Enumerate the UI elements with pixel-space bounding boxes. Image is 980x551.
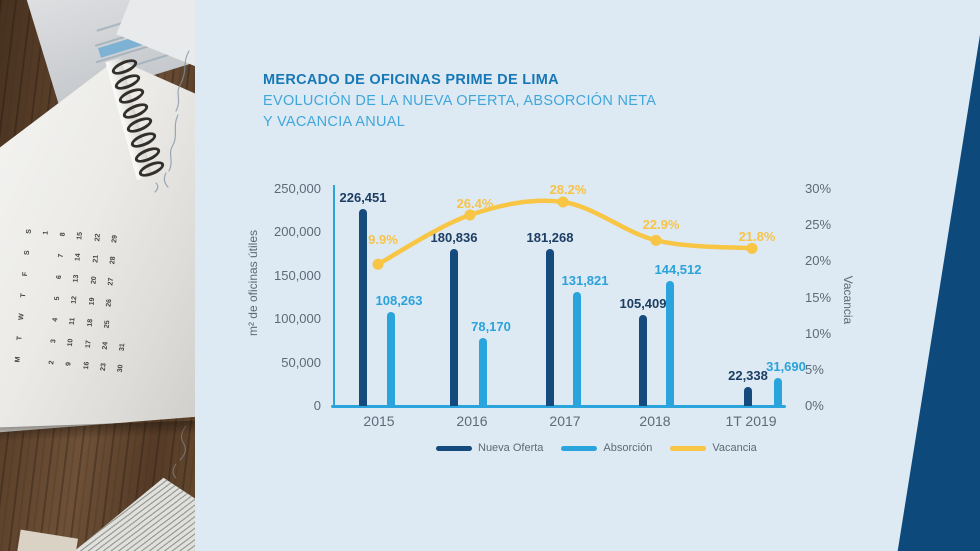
x-axis-label: 2018 [639, 413, 671, 429]
legend-label: Nueva Oferta [478, 442, 544, 454]
legend-marker [670, 445, 707, 451]
right-axis-tick: 0% [805, 398, 824, 413]
vacancia-label: 22.9% [642, 217, 680, 233]
y-axis-line [333, 185, 335, 408]
x-axis-line [331, 405, 786, 408]
page-title: MERCADO DE OFICINAS PRIME DE LIMA [263, 72, 559, 88]
vacancia-point [650, 234, 662, 246]
bar-absorcion [774, 378, 782, 406]
y-axis-tick: 250,000 [274, 181, 321, 196]
bar-nueva-oferta [639, 314, 647, 406]
y-axis-tick: 100,000 [274, 311, 321, 327]
right-axis-tick: 25% [805, 217, 832, 233]
slide-panel [195, 0, 980, 551]
bar-absorcion [387, 312, 395, 406]
bar-absorcion [479, 338, 487, 406]
legend-marker [436, 445, 472, 451]
x-axis-label: 2017 [549, 413, 581, 429]
legend-marker [561, 445, 598, 451]
right-axis-tick: 10% [805, 325, 832, 341]
bar-value-label-absorcion: 108,263 [375, 293, 423, 309]
right-axis-tick: 20% [805, 253, 832, 269]
bar-value-label-nueva-oferta: 226,451 [339, 190, 387, 206]
vacancia-point [372, 258, 384, 270]
bar-nueva-oferta [450, 249, 458, 406]
vacancia-point [464, 209, 476, 221]
bar-value-label-absorcion: 144,512 [654, 261, 702, 277]
vacancia-point [746, 242, 758, 254]
page-subtitle: EVOLUCIÓN DE LA NUEVA OFERTA, ABSORCIÓN … [263, 93, 657, 109]
y-axis-tick: 150,000 [274, 267, 321, 283]
desk-photo: M T W T F S S 1 2 3 4 5 6 7 8 9 10 11 12 13 14 15 16 17 18 19 20 21… [0, 0, 195, 551]
bar-value-label-absorcion: 78,170 [471, 319, 511, 335]
vacancia-label: 26.4% [456, 196, 494, 212]
vacancia-label: 9.9% [368, 232, 398, 248]
bar-value-label-absorcion: 131,821 [561, 272, 609, 288]
slide-title-block: MERCADO DE OFICINAS PRIME DE LIMA EVOLUC… [263, 70, 656, 133]
legend-item: Absorción [561, 442, 652, 454]
y-axis-tick: 200,000 [274, 224, 321, 240]
y-axis-tick: 50,000 [281, 354, 321, 370]
photo-handwriting [154, 50, 190, 193]
right-axis-tick: 15% [805, 289, 832, 305]
x-axis-label: 2015 [363, 413, 395, 429]
bar-value-label-absorcion: 31,690 [766, 359, 806, 375]
page-subtitle-2: Y VACANCIA ANUAL [263, 114, 406, 130]
bar-absorcion [666, 280, 674, 406]
bar-value-label-nueva-oferta: 22,338 [728, 367, 768, 383]
vacancia-label: 28.2% [549, 182, 587, 198]
vacancia-label: 21.8% [738, 229, 776, 245]
bar-nueva-oferta [546, 248, 554, 406]
bar-absorcion [573, 291, 581, 406]
legend-label: Absorción [603, 442, 653, 454]
bar-value-label-nueva-oferta: 181,268 [526, 229, 574, 245]
legend-item: Vacancia [670, 442, 757, 454]
bar-value-label-nueva-oferta: 105,409 [619, 295, 667, 311]
vacancia-point [557, 196, 569, 208]
y-axis-tick: 0 [313, 398, 321, 413]
right-axis-tick: 30% [805, 181, 832, 196]
legend-label: Vacancia [712, 442, 757, 454]
bar-nueva-oferta [744, 386, 752, 406]
bar-value-label-nueva-oferta: 180,836 [430, 230, 478, 246]
bar-nueva-oferta [359, 209, 367, 406]
chart-legend: Nueva Oferta Absorción Vacancia [436, 442, 757, 454]
legend-item: Nueva Oferta [436, 442, 543, 454]
x-axis-label: 1T 2019 [725, 413, 777, 429]
x-axis-label: 2016 [456, 413, 488, 429]
right-axis-tick: 5% [805, 361, 824, 377]
